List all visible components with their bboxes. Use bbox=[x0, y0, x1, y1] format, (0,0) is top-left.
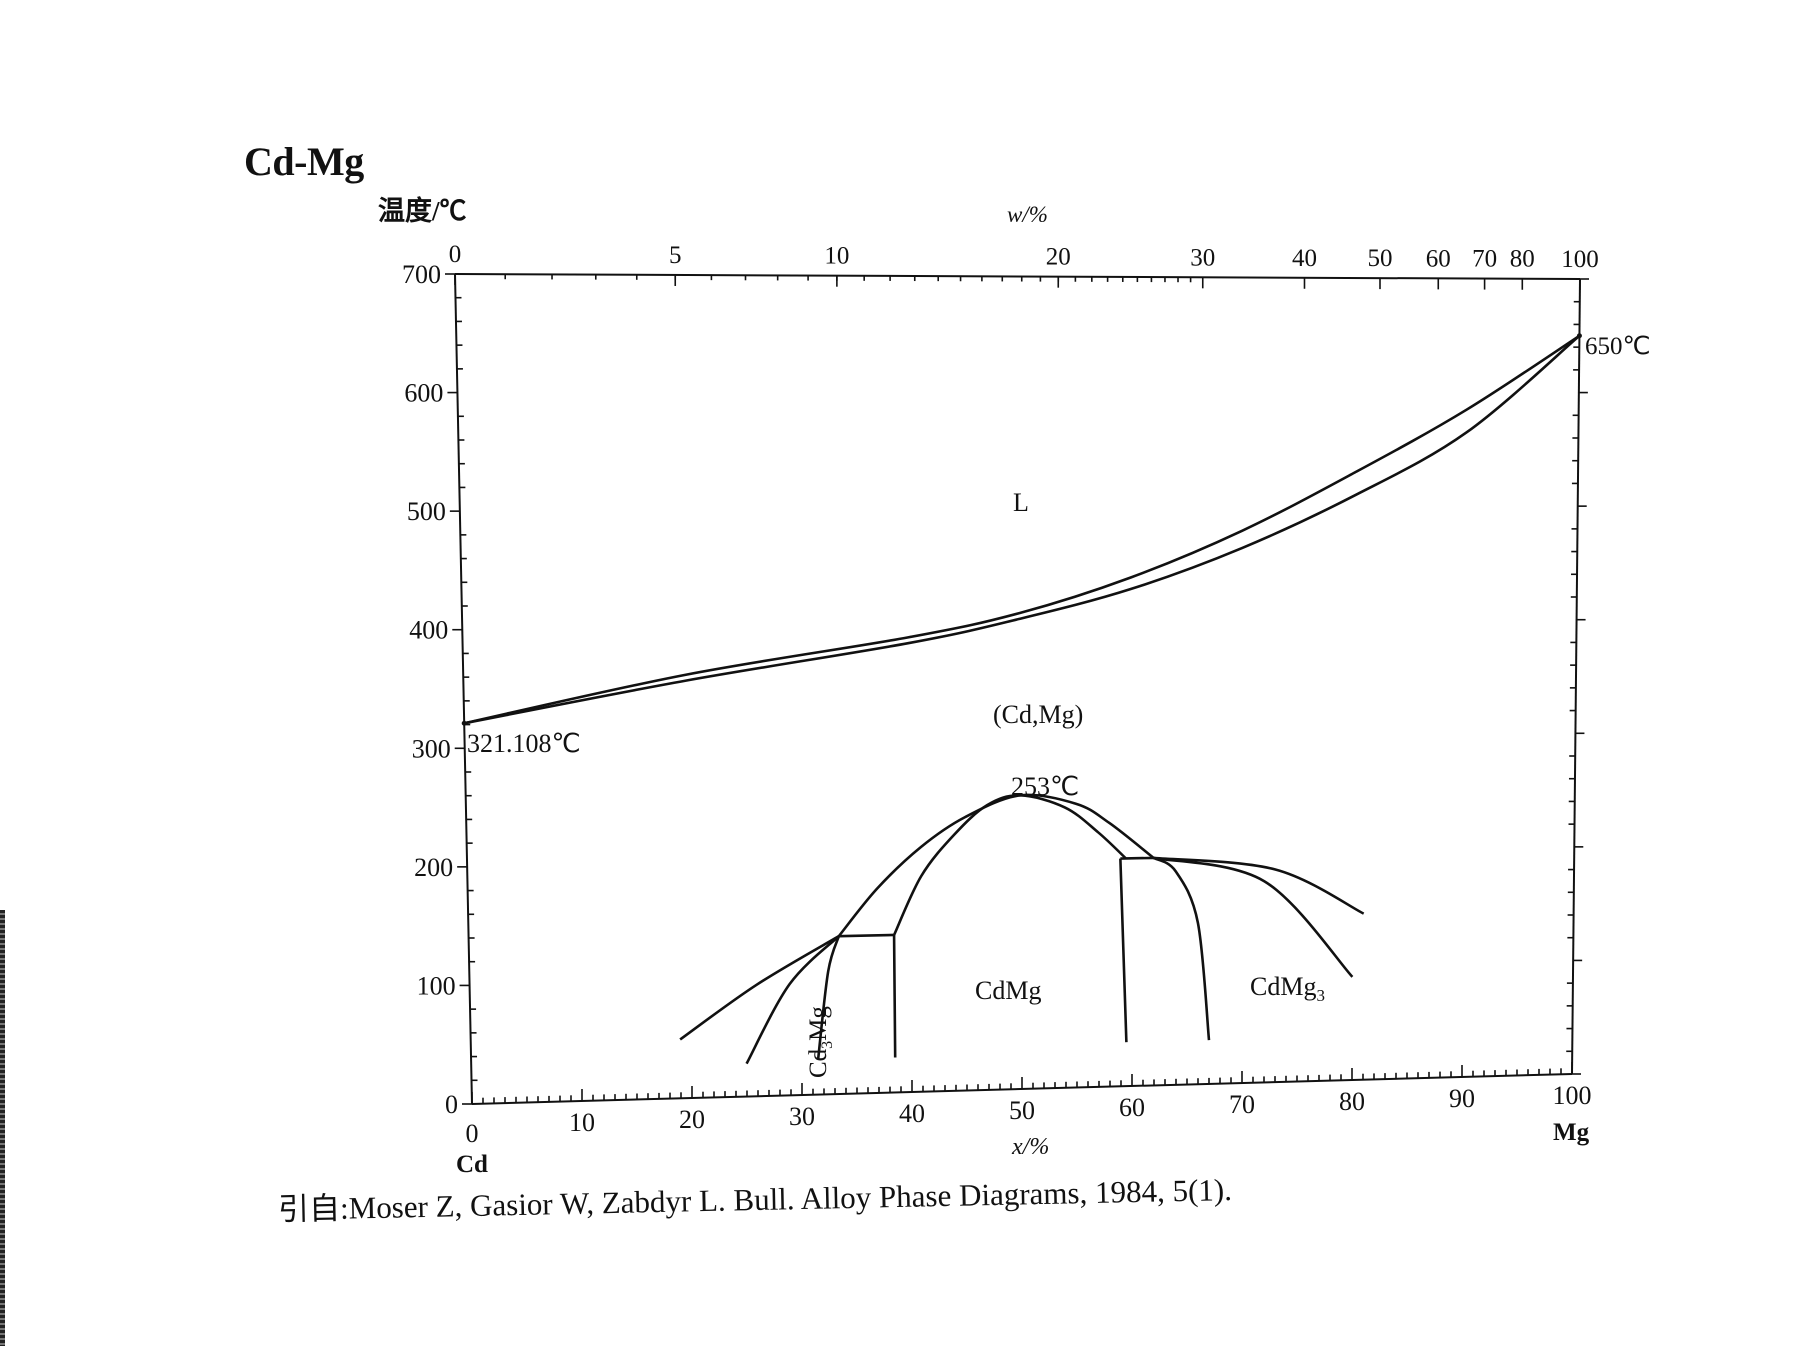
x-tick-label: 40 bbox=[899, 1099, 925, 1128]
x-tick-label: 20 bbox=[679, 1105, 705, 1134]
max-point-annotation: 253℃ bbox=[1011, 772, 1079, 801]
top-tick-label: 20 bbox=[1046, 244, 1071, 271]
diagram-title: Cd-Mg bbox=[244, 139, 364, 184]
top-tick-label: 10 bbox=[824, 243, 849, 270]
phase-label-cdmg: CdMg bbox=[975, 976, 1041, 1005]
x-tick-label: 30 bbox=[789, 1102, 815, 1131]
x-tick-label: 0 bbox=[466, 1119, 479, 1148]
cdmg-right-boundary bbox=[1119, 858, 1128, 1043]
cdmg3-subscript: 3 bbox=[1316, 986, 1325, 1005]
liquidus-curve bbox=[463, 334, 1581, 725]
phase-label-cdmg3: CdMg3 bbox=[1250, 972, 1325, 1005]
y-tick-label: 300 bbox=[412, 734, 451, 763]
scan-edge-artifact bbox=[0, 910, 5, 1346]
cdmg3-left-boundary bbox=[1152, 856, 1211, 1041]
left-element-label: Cd bbox=[456, 1151, 488, 1178]
x-tick-label: 70 bbox=[1229, 1090, 1255, 1119]
cdmg-left-boundary bbox=[892, 934, 897, 1058]
cdmg3-right-outer-curve bbox=[1153, 856, 1365, 915]
y-tick-label: 400 bbox=[409, 616, 448, 645]
y-tick-label: 100 bbox=[417, 971, 456, 1000]
cd3mg-right-curve bbox=[816, 935, 841, 1060]
cdmg-inner-dome-curve bbox=[892, 794, 1127, 936]
cd3mg-tie-line bbox=[838, 933, 895, 938]
cd3mg-left-inner-curve bbox=[745, 935, 840, 1065]
cd3mg-mg: Mg bbox=[805, 1006, 832, 1041]
solidus-curve bbox=[463, 334, 1581, 725]
mg-melting-annotation: 650℃ bbox=[1585, 333, 1651, 360]
x-tick-label: 90 bbox=[1449, 1084, 1475, 1113]
cdmg3-tie-line bbox=[1120, 856, 1154, 860]
mg-melting-point bbox=[1576, 333, 1582, 339]
y-tick-label: 200 bbox=[414, 853, 453, 882]
y-tick-label: 0 bbox=[445, 1090, 458, 1119]
cdmg-outer-dome-curve bbox=[837, 793, 1155, 937]
cdmg3-right-inner-curve bbox=[1153, 856, 1354, 978]
phase-label-liquid: L bbox=[1013, 488, 1029, 517]
cdmg3-main: CdMg bbox=[1250, 972, 1316, 1001]
phase-label-solid-solution: (Cd,Mg) bbox=[993, 700, 1083, 729]
top-tick-label: 80 bbox=[1510, 246, 1535, 273]
x-tick-label: 60 bbox=[1119, 1093, 1145, 1122]
cd3mg-cd: Cd bbox=[805, 1048, 832, 1078]
y-tick-label: 700 bbox=[402, 260, 441, 289]
top-axis-label: w/% bbox=[1007, 202, 1048, 227]
cd-melting-point bbox=[461, 720, 467, 726]
top-tick-label: 40 bbox=[1292, 245, 1317, 272]
cd-melting-annotation: 321.108℃ bbox=[467, 729, 581, 758]
top-axis-line bbox=[454, 273, 1581, 280]
y-tick-label: 600 bbox=[404, 379, 443, 408]
right-element-label: Mg bbox=[1553, 1119, 1590, 1146]
top-tick-label: 5 bbox=[669, 242, 682, 269]
bottom-axis-label: x/% bbox=[1011, 1134, 1049, 1160]
y-axis-label: 温度/℃ bbox=[378, 195, 467, 226]
top-tick-label: 60 bbox=[1426, 245, 1451, 272]
top-tick-label: 30 bbox=[1190, 244, 1215, 271]
phase-label-cd3mg: Cd3Mg bbox=[805, 1006, 836, 1078]
right-axis-line bbox=[1571, 278, 1581, 1075]
top-tick-label: 100 bbox=[1561, 246, 1599, 273]
y-axis-line bbox=[454, 273, 473, 1105]
top-tick-label: 0 bbox=[449, 241, 462, 268]
x-tick-label: 10 bbox=[569, 1108, 595, 1137]
top-tick-label: 70 bbox=[1472, 246, 1497, 273]
x-tick-label: 50 bbox=[1009, 1096, 1035, 1125]
cd3mg-left-outer-curve bbox=[679, 935, 840, 1041]
x-tick-label: 100 bbox=[1553, 1081, 1592, 1110]
top-tick-label: 50 bbox=[1367, 245, 1392, 272]
y-tick-label: 500 bbox=[407, 497, 446, 526]
cd3mg-subscript: 3 bbox=[819, 1041, 836, 1049]
x-tick-label: 80 bbox=[1339, 1087, 1365, 1116]
